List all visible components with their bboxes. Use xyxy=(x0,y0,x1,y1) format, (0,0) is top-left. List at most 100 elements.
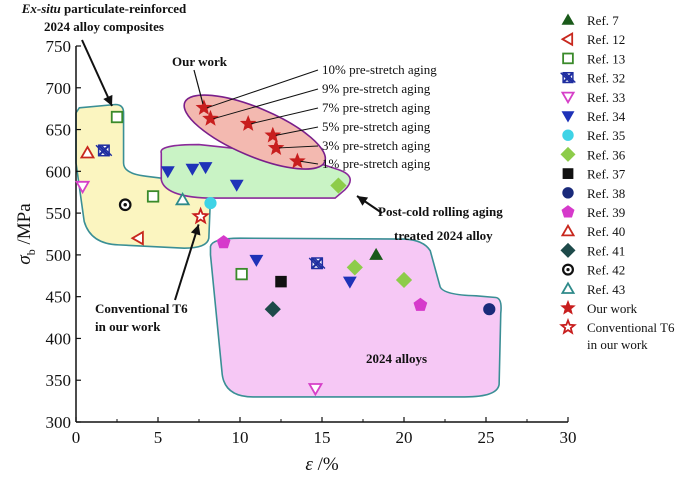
x-tick-label: 5 xyxy=(154,428,163,447)
point-ref-42-1 xyxy=(118,198,132,212)
legend-label-ref-41: Ref. 41 xyxy=(587,243,625,258)
y-tick-label: 400 xyxy=(46,329,72,348)
legend-label-ref-35: Ref. 35 xyxy=(587,128,625,143)
legend-label-ref-13: Ref. 13 xyxy=(587,51,625,66)
legend-label-ref-38: Ref. 38 xyxy=(587,186,625,201)
legend-marker-ref-33 xyxy=(560,91,576,105)
legend-label-ref-32: Ref. 32 xyxy=(587,71,625,86)
x-tick-label: 10 xyxy=(232,428,249,447)
x-axis-label-symbol: ε xyxy=(305,454,313,475)
point-our-work-1 xyxy=(195,99,213,115)
x-axis-label-unit: /% xyxy=(313,454,339,475)
pre-stretch-label-6: 1% pre-stretch aging xyxy=(322,156,431,171)
pre-stretch-label-2: 9% pre-stretch aging xyxy=(322,81,431,96)
y-axis-label-sub: b xyxy=(24,249,38,255)
point-our-work-5 xyxy=(267,139,285,156)
point-ref-32-2-x2 xyxy=(311,257,324,270)
legend-label-ref-34: Ref. 34 xyxy=(587,109,626,124)
point-ref-13-3 xyxy=(235,267,248,281)
point-ref-32-1 xyxy=(95,144,113,157)
point-ref-34-6 xyxy=(342,276,357,289)
pre-stretch-label-4: 5% pre-stretch aging xyxy=(322,119,431,134)
legend-marker-ref-40 xyxy=(560,223,576,237)
legend: Ref. 7 Ref. 12 Ref. 13 Ref. 32 Ref. 33 Ref. 3… xyxy=(559,13,675,352)
legend-label-ref-33: Ref. 33 xyxy=(587,90,625,105)
point-ref-32-1-hatch xyxy=(95,144,107,157)
legend-marker-ref-43 xyxy=(560,281,576,294)
point-ref-32-2-hatch xyxy=(313,257,326,269)
our-work-label: Our work xyxy=(172,54,228,69)
legend-label-ref-42: Ref. 42 xyxy=(587,263,625,278)
regions xyxy=(75,94,502,398)
x-tick-label: 20 xyxy=(396,428,413,447)
legend-label-ref-37: Ref. 37 xyxy=(587,167,626,182)
y-tick-label: 750 xyxy=(46,37,72,56)
point-ref-41-1 xyxy=(264,301,281,318)
y-axis-label: σb /MPa xyxy=(14,203,38,265)
point-ref-12-1 xyxy=(130,230,144,246)
point-ref-32-1-hatch xyxy=(100,144,113,157)
point-ref-36-2 xyxy=(346,259,363,276)
ex-situ-label-line1: Ex-situ particulate-reinforced xyxy=(21,1,187,16)
legend-label-conventional-t6: Conventional T6 xyxy=(587,320,675,335)
point-ref-33-2 xyxy=(307,383,324,397)
point-our-work-4 xyxy=(264,126,282,143)
x-tick-label: 30 xyxy=(560,428,577,447)
conventional-t6-arrow xyxy=(174,224,201,301)
legend-marker-our-work xyxy=(560,299,576,315)
point-ref-32-2-hatch xyxy=(308,257,321,269)
legend-marker-ref-13 xyxy=(562,52,574,65)
post-cold-rolling-arrow xyxy=(356,195,383,214)
point-ref-32-2 xyxy=(308,257,326,270)
point-our-work-3 xyxy=(239,115,257,131)
data-points xyxy=(74,99,496,397)
legend-marker-conventional-t6 xyxy=(559,317,577,335)
legend-marker-ref-32-hatch xyxy=(560,72,571,83)
x-tick-label: 25 xyxy=(478,428,495,447)
legend-marker-ref-32-x2 xyxy=(562,71,574,84)
legend-label-ref-40: Ref. 40 xyxy=(587,224,625,239)
legend-marker-ref-35 xyxy=(562,129,574,141)
legend-marker-ref-37 xyxy=(562,168,574,179)
legend-marker-ref-42 xyxy=(562,263,574,276)
post-cold-rolling-label-line2: treated 2024 alloy xyxy=(394,228,493,243)
point-ref-34-2 xyxy=(185,163,200,176)
point-ref-39-1 xyxy=(216,235,231,249)
pre-stretch-leader-4 xyxy=(275,126,319,136)
legend-marker-ref-41 xyxy=(560,242,576,258)
point-ref-37-1 xyxy=(275,275,287,288)
y-tick-label: 550 xyxy=(46,204,72,223)
y-axis-label-symbol: σ xyxy=(14,255,35,265)
conventional-t6-arrow-shaft xyxy=(174,224,200,301)
y-tick-label: 300 xyxy=(46,413,72,432)
legend-label-our-work: Our work xyxy=(587,301,638,316)
annotations: Ex-situ particulate-reinforced 2024 alloy… xyxy=(21,1,503,366)
region-our-work xyxy=(183,94,327,170)
x-axis-label: ε /% xyxy=(305,454,339,475)
legend-marker-ref-7 xyxy=(561,13,575,25)
ex-situ-label-line2: 2024 alloy composites xyxy=(44,19,164,34)
y-tick-label: 650 xyxy=(46,121,72,140)
pre-stretch-label-5: 3% pre-stretch aging xyxy=(322,138,431,153)
ex-situ-label-rest: particulate-reinforced xyxy=(61,1,187,16)
y-tick-label: 350 xyxy=(46,371,72,390)
point-ref-35-1 xyxy=(204,196,217,210)
y-tick-label: 700 xyxy=(46,79,72,98)
point-ref-13-2 xyxy=(146,190,160,203)
point-ref-34-5 xyxy=(249,254,264,267)
x-tick-label: 0 xyxy=(72,428,81,447)
legend-label-ref-12: Ref. 12 xyxy=(587,32,625,47)
legend-label-conventional-t6-line2: in our work xyxy=(587,337,648,352)
legend-label-ref-36: Ref. 36 xyxy=(587,147,626,162)
pre-stretch-leader-6 xyxy=(300,160,319,165)
region-post-cold-rolling xyxy=(160,143,351,199)
pre-stretch-leader-5 xyxy=(279,145,319,149)
legend-marker-ref-39 xyxy=(561,205,575,218)
point-ref-36-3 xyxy=(395,271,413,289)
pre-stretch-leader-3 xyxy=(251,107,319,125)
legend-label-ref-39: Ref. 39 xyxy=(587,205,625,220)
point-ref-39-2 xyxy=(413,297,428,311)
axes: 0 5 10 15 20 25 30 300 350 400 450 500 550 600 650 700 7… xyxy=(14,37,577,475)
point-ref-38-1 xyxy=(483,303,496,316)
